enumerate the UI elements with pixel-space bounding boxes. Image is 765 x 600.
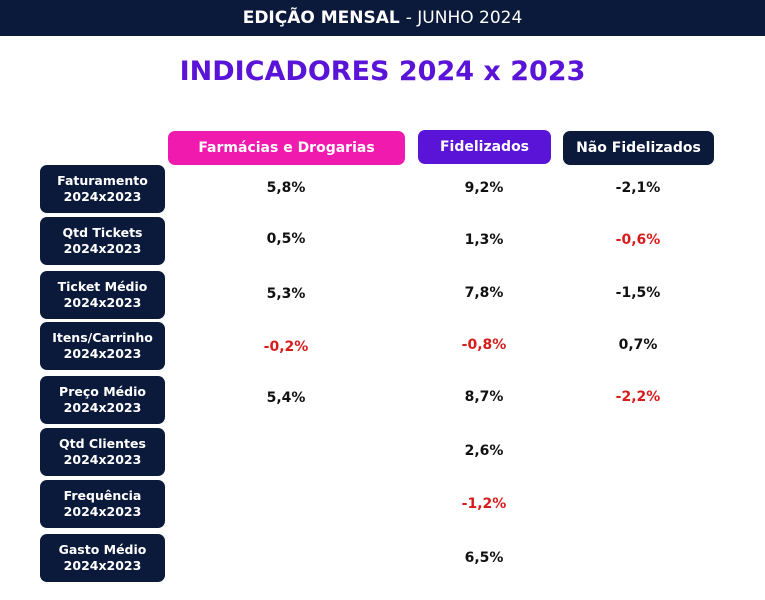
row-label-faturamento: Faturamento 2024x2023 (40, 165, 165, 213)
row-label-line1: Preço Médio (59, 384, 146, 399)
row-label-line2: 2024x2023 (63, 504, 142, 519)
row-label-preco-medio: Preço Médio 2024x2023 (40, 376, 165, 424)
row-label-line1: Ticket Médio (57, 279, 148, 294)
row-label-line2: 2024x2023 (63, 346, 142, 361)
row-label-line1: Qtd Tickets (62, 225, 143, 240)
row-label-qtd-clientes: Qtd Clientes 2024x2023 (40, 428, 165, 476)
row-label-gasto-medio: Gasto Médio 2024x2023 (40, 534, 165, 582)
row-label-line1: Qtd Clientes (59, 436, 146, 451)
row-label-line2: 2024x2023 (63, 452, 142, 467)
row-label-line2: 2024x2023 (63, 189, 142, 204)
cell-farmacias-qtd-tickets: 0,5% (266, 231, 306, 247)
column-header-nao-fidelizados: Não Fidelizados (563, 131, 714, 165)
column-header-fidelizados: Fidelizados (418, 130, 551, 164)
edition-header: EDIÇÃO MENSAL - JUNHO 2024 (0, 0, 765, 36)
row-label-line1: Frequência (63, 488, 142, 503)
row-label-itens-carrinho: Itens/Carrinho 2024x2023 (40, 322, 165, 370)
row-label-frequencia: Frequência 2024x2023 (40, 480, 165, 528)
cell-fidelizados-itens-carrinho: -0,8% (461, 337, 507, 353)
cell-fidelizados-qtd-clientes: 2,6% (464, 443, 504, 459)
cell-nao-fidelizados-qtd-tickets: -0,6% (615, 232, 661, 248)
row-label-line1: Itens/Carrinho (52, 330, 153, 345)
row-label-line2: 2024x2023 (63, 295, 142, 310)
row-label-ticket-medio: Ticket Médio 2024x2023 (40, 271, 165, 319)
cell-nao-fidelizados-preco-medio: -2,2% (615, 389, 661, 405)
cell-nao-fidelizados-faturamento: -2,1% (615, 180, 661, 196)
page-title: INDICADORES 2024 x 2023 (179, 56, 586, 87)
cell-farmacias-preco-medio: 5,4% (266, 390, 306, 406)
cell-fidelizados-ticket-medio: 7,8% (464, 285, 504, 301)
row-label-line2: 2024x2023 (63, 241, 142, 256)
cell-farmacias-ticket-medio: 5,3% (266, 286, 306, 302)
cell-fidelizados-qtd-tickets: 1,3% (464, 232, 504, 248)
cell-fidelizados-frequencia: -1,2% (461, 496, 507, 512)
cell-fidelizados-preco-medio: 8,7% (464, 389, 504, 405)
column-header-farmacias: Farmácias e Drogarias (168, 131, 405, 165)
cell-farmacias-itens-carrinho: -0,2% (263, 339, 309, 355)
cell-nao-fidelizados-ticket-medio: -1,5% (615, 285, 661, 301)
row-label-line1: Gasto Médio (58, 542, 147, 557)
cell-nao-fidelizados-itens-carrinho: 0,7% (618, 337, 658, 353)
edition-month: - JUNHO 2024 (405, 8, 523, 28)
row-label-line1: Faturamento (57, 173, 148, 188)
row-label-line2: 2024x2023 (63, 400, 142, 415)
row-label-qtd-tickets: Qtd Tickets 2024x2023 (40, 217, 165, 265)
cell-fidelizados-gasto-medio: 6,5% (464, 550, 504, 566)
row-label-line2: 2024x2023 (63, 558, 142, 573)
cell-fidelizados-faturamento: 9,2% (464, 180, 504, 196)
edition-label: EDIÇÃO MENSAL (242, 8, 400, 28)
cell-farmacias-faturamento: 5,8% (266, 180, 306, 196)
